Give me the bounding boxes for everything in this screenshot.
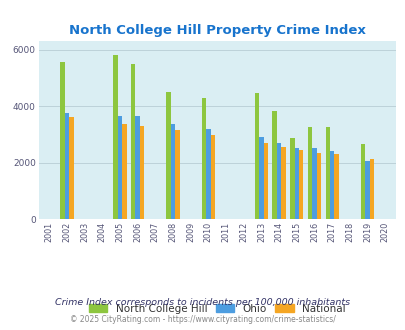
Bar bbox=[276, 143, 281, 219]
Bar bbox=[117, 116, 122, 219]
Text: © 2025 CityRating.com - https://www.cityrating.com/crime-statistics/: © 2025 CityRating.com - https://www.city… bbox=[70, 315, 335, 324]
Bar bbox=[263, 143, 267, 219]
Bar bbox=[364, 161, 369, 219]
Text: Crime Index corresponds to incidents per 100,000 inhabitants: Crime Index corresponds to incidents per… bbox=[55, 298, 350, 307]
Bar bbox=[206, 129, 210, 219]
Bar bbox=[201, 98, 206, 219]
Bar bbox=[272, 112, 276, 219]
Bar bbox=[294, 148, 298, 219]
Bar bbox=[64, 114, 69, 219]
Bar bbox=[210, 135, 215, 219]
Bar bbox=[329, 151, 334, 219]
Bar bbox=[175, 130, 179, 219]
Title: North College Hill Property Crime Index: North College Hill Property Crime Index bbox=[68, 24, 365, 37]
Bar bbox=[60, 62, 64, 219]
Bar bbox=[298, 150, 303, 219]
Bar bbox=[258, 137, 263, 219]
Bar bbox=[113, 55, 117, 219]
Bar bbox=[281, 147, 285, 219]
Legend: North College Hill, Ohio, National: North College Hill, Ohio, National bbox=[84, 300, 349, 318]
Bar bbox=[69, 117, 73, 219]
Bar bbox=[135, 116, 139, 219]
Bar bbox=[311, 148, 316, 219]
Bar bbox=[369, 159, 373, 219]
Bar bbox=[307, 127, 311, 219]
Bar bbox=[122, 123, 126, 219]
Bar bbox=[325, 127, 329, 219]
Bar bbox=[166, 92, 171, 219]
Bar bbox=[254, 93, 258, 219]
Bar bbox=[290, 138, 294, 219]
Bar bbox=[360, 144, 364, 219]
Bar bbox=[139, 126, 144, 219]
Bar bbox=[171, 124, 175, 219]
Bar bbox=[316, 153, 320, 219]
Bar bbox=[131, 64, 135, 219]
Bar bbox=[334, 154, 338, 219]
